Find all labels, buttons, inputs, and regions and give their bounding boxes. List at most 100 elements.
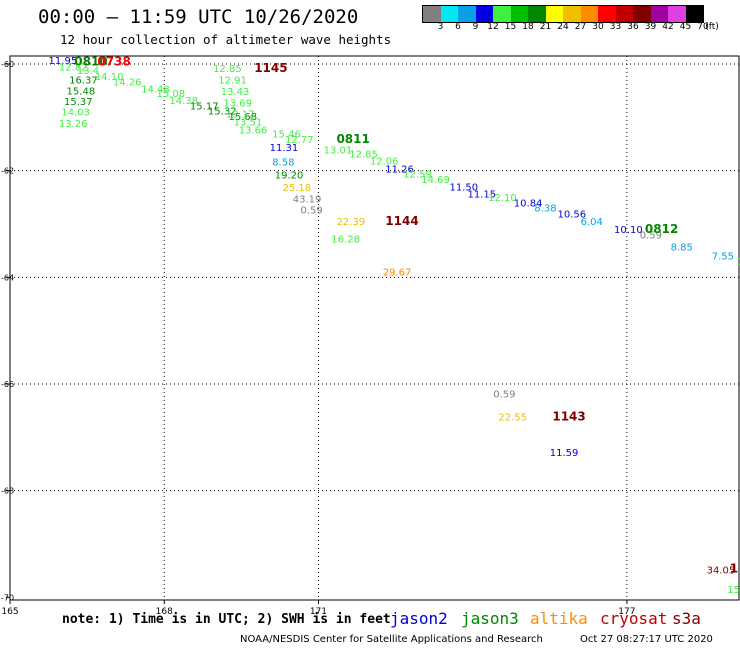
wave-height-label: 11.50 <box>450 182 479 193</box>
wave-height-label: 10.10 <box>614 225 643 236</box>
legend-swatch <box>580 6 598 22</box>
legend-swatch <box>423 6 441 22</box>
wave-height-label: 6.04 <box>581 217 603 228</box>
y-tick-label: -68 <box>1 487 14 496</box>
wave-height-label: 0810 <box>74 55 107 69</box>
wave-height-label: 12.85 <box>213 64 242 75</box>
wave-height-label: 7.55 <box>712 252 734 263</box>
wave-height-label: 29.67 <box>383 268 412 279</box>
credit-line: NOAA/NESDIS Center for Satellite Applica… <box>240 634 543 645</box>
legend-swatch <box>563 6 581 22</box>
wave-height-label: 14.48 <box>141 84 170 95</box>
wave-height-label: 15.46 <box>272 130 301 141</box>
legend-swatch <box>545 6 563 22</box>
y-tick-label: -70 <box>1 593 14 602</box>
wave-height-label: 11.31 <box>270 143 299 154</box>
legend-bin-label: 39 <box>644 22 657 32</box>
legend-swatch <box>668 6 686 22</box>
x-tick-label: 165 <box>1 607 18 617</box>
generated-timestamp: Oct 27 08:27:17 UTC 2020 <box>580 634 713 645</box>
legend-swatch <box>598 6 616 22</box>
legend-swatch <box>633 6 651 22</box>
legend-bin-label: 42 <box>662 22 674 32</box>
satellite-altika: altika <box>530 609 588 628</box>
wave-height-label: 8.38 <box>534 204 556 215</box>
wave-height-label: 8.58 <box>272 157 294 168</box>
wave-height-label: 43.19 <box>293 195 322 206</box>
x-tick-label: 168 <box>156 607 173 617</box>
wave-height-label: 12.85 <box>349 149 378 160</box>
legend-swatch <box>650 6 668 22</box>
wave-height-label: 11.59 <box>550 448 579 459</box>
satellite-cryosat: cryosat <box>600 609 668 628</box>
wave-height-label: 1143 <box>552 409 585 423</box>
wave-height-label: 13.51 <box>234 117 263 128</box>
wave-height-label: 0738 <box>97 55 130 69</box>
wave-height-label: 34.05 <box>707 565 736 576</box>
wave-height-label: 0.59 <box>300 205 322 216</box>
wave-height-label: 22.55 <box>498 412 527 423</box>
color-scale-labels: 3 6 9 12 15 18 21 24 27 30 33 36 39 42 45 70 (ft) <box>422 22 740 34</box>
x-tick-label: 171 <box>310 607 327 617</box>
legend-bin-label: 18 <box>522 22 534 32</box>
legend-bin-label: 27 <box>574 22 587 32</box>
wave-height-label: 11.15 <box>468 189 497 200</box>
wave-height-label: 14.03 <box>61 108 90 119</box>
wave-height-label: 12.10 <box>488 193 517 204</box>
wave-height-label: 15.48 <box>67 86 96 97</box>
wave-height-label: 0.59 <box>493 389 515 400</box>
wave-height-label: 12.06 <box>370 156 399 167</box>
wave-height-label: 25.18 <box>282 183 311 194</box>
wave-height-label: 12.82 <box>59 62 88 73</box>
wave-height-label: 0812 <box>645 222 678 236</box>
legend-bin-label: 33 <box>609 22 622 32</box>
color-scale-legend <box>422 5 704 23</box>
legend-swatch <box>440 6 458 22</box>
wave-height-label: 0811 <box>336 132 369 146</box>
wave-height-label: 1144 <box>385 214 418 228</box>
legend-swatch <box>685 6 703 22</box>
legend-bin-label: 30 <box>592 22 604 32</box>
legend-swatch <box>475 6 493 22</box>
wave-height-label: 15.08 <box>157 89 186 100</box>
satellite-s3a: s3a <box>672 609 701 628</box>
wave-height-label: 22.39 <box>336 217 365 228</box>
y-tick-label: -62 <box>1 167 14 176</box>
wave-height-label: 11.26 <box>385 164 414 175</box>
legend-swatch <box>615 6 633 22</box>
wave-height-label: 14.26 <box>113 77 142 88</box>
legend-bin-label: 3 <box>437 22 444 32</box>
legend-swatch <box>510 6 528 22</box>
satellite-jason3: jason3 <box>461 609 519 628</box>
wave-height-label: 14.38 <box>169 96 198 107</box>
legend-bin-label: 24 <box>557 22 569 32</box>
x-tick-label: 177 <box>618 607 635 617</box>
plot-frame <box>9 55 740 601</box>
wave-height-label: 16.37 <box>69 76 98 87</box>
wave-height-label: 13.66 <box>239 125 268 136</box>
wave-height-label: 11.95 <box>49 56 78 67</box>
legend-bin-label: 9 <box>472 22 479 32</box>
wave-height-label: 1 <box>730 561 738 575</box>
legend-bin-label: 70 <box>697 22 709 32</box>
page-subtitle: 12 hour collection of altimeter wave hei… <box>60 32 392 47</box>
wave-height-label: 15.37 <box>727 585 740 596</box>
wave-height-label: 14.10 <box>95 72 124 83</box>
wave-height-label: 12.77 <box>285 135 314 146</box>
wave-height-label: 15.17 <box>190 101 219 112</box>
wave-height-label: 13.69 <box>223 99 252 110</box>
legend-bin-label: 36 <box>627 22 639 32</box>
wave-height-label: 10.84 <box>514 198 543 209</box>
wave-height-label: 15.32 <box>208 107 237 118</box>
legend-bin-label: 6 <box>455 22 461 32</box>
wave-height-label: 0.59 <box>640 230 662 241</box>
wave-height-label: 8.85 <box>671 243 693 254</box>
legend-bin-label: 45 <box>679 22 692 32</box>
wave-height-label: 19.20 <box>275 171 304 182</box>
wave-height-label: 13.17 <box>226 109 255 120</box>
wave-height-label: 1145 <box>254 61 287 75</box>
wave-height-label: 13.43 <box>221 87 250 98</box>
wave-height-label: 13.26 <box>59 119 88 130</box>
y-tick-label: -66 <box>1 380 14 389</box>
